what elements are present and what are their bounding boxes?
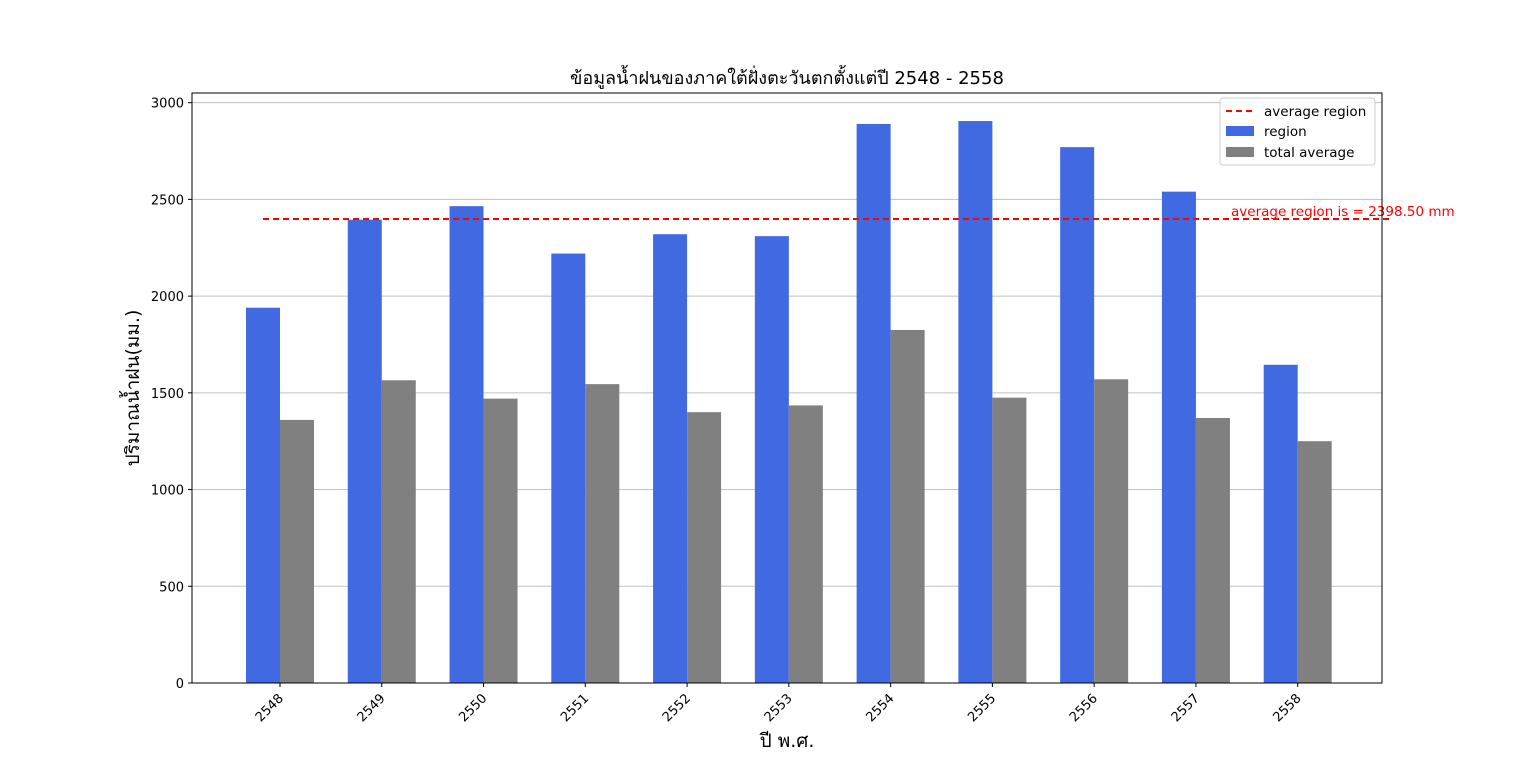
bar-region-2554 xyxy=(856,123,891,684)
bar-total-average-2558 xyxy=(1297,441,1332,683)
legend-label-average-region: average region xyxy=(1264,104,1366,120)
y-tick-label: 500 xyxy=(159,580,184,595)
x-axis-title: ปี พ.ศ. xyxy=(759,730,815,752)
bar-total-average-2554 xyxy=(890,329,925,683)
bar-region-2557 xyxy=(1161,191,1196,683)
y-tick-label: 2500 xyxy=(151,193,184,208)
y-tick-label: 1000 xyxy=(151,484,184,499)
y-axis-title: ปริมาณน้ำฝน(มม.) xyxy=(119,310,144,467)
bar-region-2555 xyxy=(958,121,993,683)
bar-total-average-2552 xyxy=(687,412,722,683)
average-region-annotation: average region is = 2398.50 mm xyxy=(1231,204,1455,220)
bar-total-average-2551 xyxy=(585,384,620,683)
bar-total-average-2555 xyxy=(992,397,1027,683)
y-tick-label: 1500 xyxy=(151,387,184,402)
legend-swatch-region xyxy=(1226,126,1254,136)
legend-box xyxy=(1219,97,1376,166)
bar-region-2549 xyxy=(347,219,382,683)
legend: average region region total average xyxy=(1219,97,1376,166)
legend-label-total-average: total average xyxy=(1264,145,1354,161)
bar-region-2548 xyxy=(246,307,280,683)
bar-total-average-2556 xyxy=(1094,379,1129,683)
bar-total-average-2557 xyxy=(1195,417,1230,683)
bar-region-2552 xyxy=(653,234,688,683)
y-axis-ticks: 0 500 1000 1500 2000 2500 3000 xyxy=(151,97,192,692)
bar-region-2553 xyxy=(754,236,789,684)
plot-frame xyxy=(191,92,1383,684)
bars xyxy=(246,121,1332,684)
chart-title: ข้อมูลน้ำฝนของภาคใต้ฝั่งตะวันตกตั้งแต่ปี… xyxy=(570,65,1004,89)
bar-region-2551 xyxy=(551,253,586,683)
bar-total-average-2549 xyxy=(381,380,416,683)
bar-total-average-2553 xyxy=(788,405,823,683)
bar-total-average-2548 xyxy=(280,419,314,683)
bar-total-average-2550 xyxy=(483,398,518,683)
bar-region-2558 xyxy=(1263,364,1298,683)
bar-region-2550 xyxy=(449,206,484,683)
bar-region-2556 xyxy=(1060,147,1095,683)
legend-swatch-total-average xyxy=(1226,147,1254,157)
legend-label-region: region xyxy=(1264,124,1307,140)
y-tick-label: 3000 xyxy=(151,97,184,112)
reference-line-group: average region is = 2398.50 mm xyxy=(263,204,1455,221)
y-tick-label: 0 xyxy=(176,677,184,692)
y-tick-label: 2000 xyxy=(151,290,184,305)
